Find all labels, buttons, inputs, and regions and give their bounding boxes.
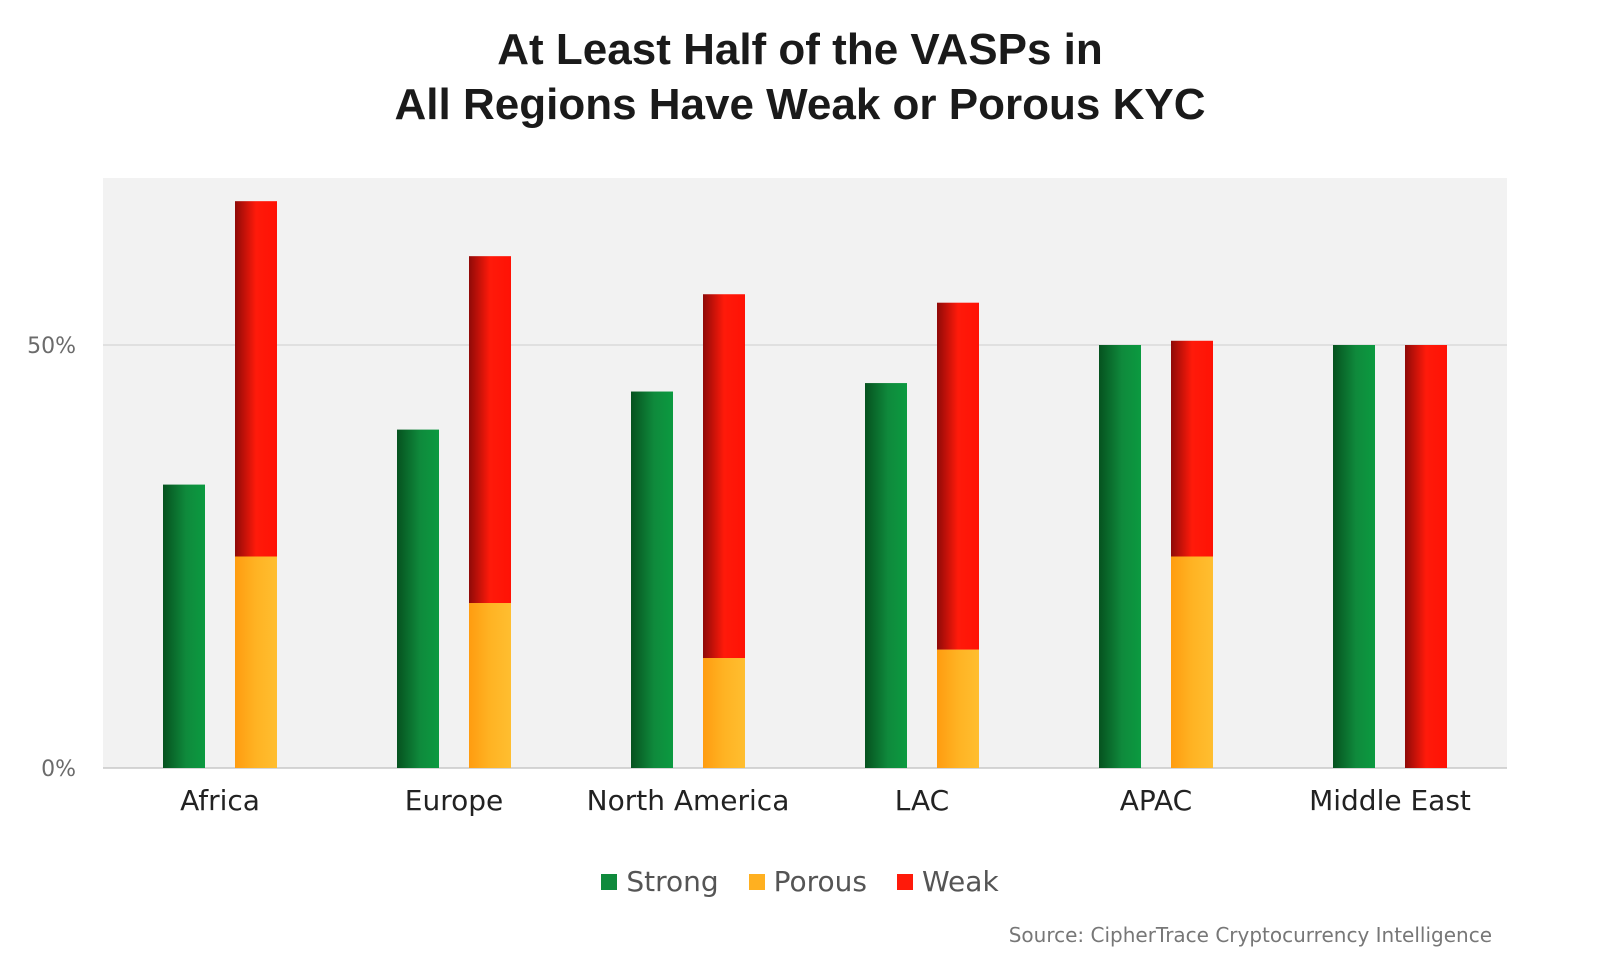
legend-swatch-strong: [601, 873, 618, 890]
bar-porous-3: [937, 649, 979, 768]
bar-porous-1: [469, 603, 511, 768]
bar-porous-2: [703, 658, 745, 768]
x-tick-label: Middle East: [1309, 784, 1471, 817]
bar-strong-5: [1333, 345, 1375, 768]
legend-item-weak: Weak: [897, 865, 999, 898]
bar-strong-1: [397, 429, 439, 768]
x-tick-label: Africa: [180, 784, 260, 817]
bar-weak-3: [937, 302, 979, 650]
bar-weak-1: [469, 256, 511, 604]
legend: Strong Porous Weak: [0, 865, 1600, 898]
legend-item-strong: Strong: [601, 865, 719, 898]
bar-strong-2: [631, 391, 673, 768]
bar-strong-4: [1099, 345, 1141, 768]
legend-item-porous: Porous: [748, 865, 868, 898]
bar-weak-4: [1171, 340, 1213, 557]
chart-title-line2: All Regions Have Weak or Porous KYC: [394, 80, 1206, 129]
chart-title: At Least Half of the VASPs in All Region…: [0, 22, 1600, 132]
bar-weak-2: [703, 294, 745, 659]
plot-area: [103, 178, 1507, 768]
y-tick-label: 50%: [27, 334, 76, 359]
bar-weak-0: [235, 201, 277, 557]
source-note: Source: CipherTrace Cryptocurrency Intel…: [1008, 923, 1492, 947]
bar-strong-3: [865, 383, 907, 768]
legend-label-strong: Strong: [626, 865, 719, 898]
bar-weak-5: [1405, 345, 1447, 768]
legend-label-porous: Porous: [773, 865, 868, 898]
legend-swatch-porous: [748, 873, 765, 890]
y-tick-label: 0%: [41, 757, 76, 782]
x-tick-label: LAC: [895, 784, 949, 817]
chart-title-line1: At Least Half of the VASPs in: [497, 25, 1103, 74]
x-tick-label: Europe: [405, 784, 503, 817]
x-tick-label: North America: [587, 784, 790, 817]
legend-label-weak: Weak: [922, 865, 999, 898]
legend-swatch-weak: [897, 873, 914, 890]
bar-porous-4: [1171, 556, 1213, 768]
x-tick-label: APAC: [1120, 784, 1192, 817]
bar-strong-0: [163, 484, 205, 768]
bar-porous-0: [235, 556, 277, 768]
